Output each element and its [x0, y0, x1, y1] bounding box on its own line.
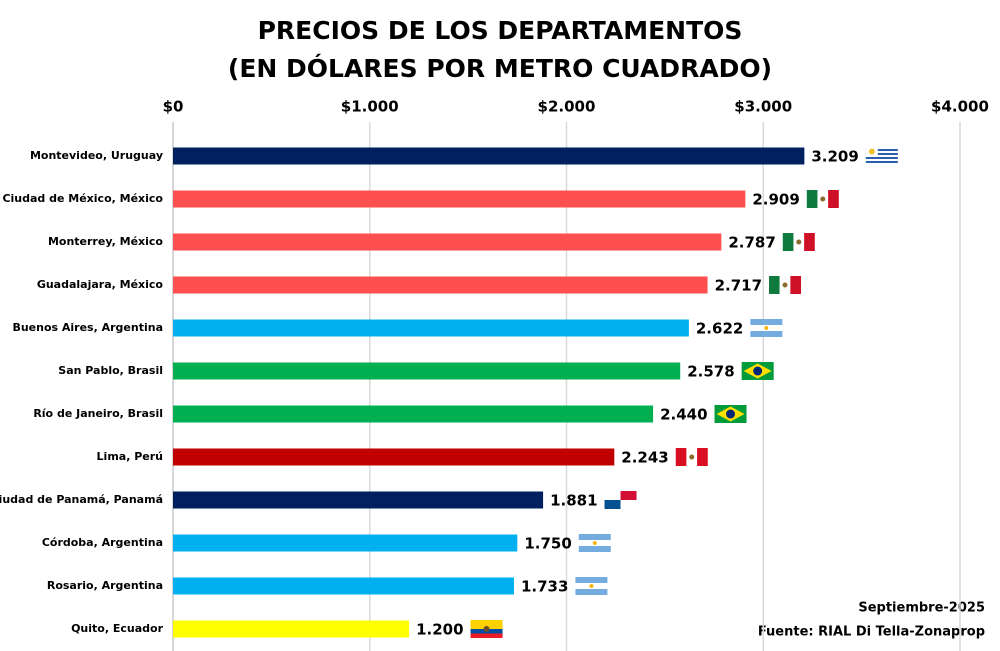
bar [173, 577, 514, 595]
bar [173, 448, 615, 466]
flag-icon [470, 620, 503, 638]
flag-icon [741, 362, 774, 380]
value-label: 2.787 [728, 234, 775, 252]
flag-part [689, 454, 695, 460]
y-tick-label: Río de Janeiro, Brasil [33, 407, 163, 420]
flag-icon [575, 577, 608, 595]
flag-part [483, 626, 490, 632]
flag-part [804, 233, 815, 251]
flag-part [790, 276, 802, 294]
flag-part [828, 190, 839, 208]
value-label: 2.909 [752, 191, 799, 209]
x-tick-label: $1.000 [341, 98, 399, 116]
flag-part [575, 589, 608, 595]
y-tick-label: Buenos Aires, Argentina [12, 321, 163, 334]
y-tick-label: Rosario, Argentina [47, 579, 163, 592]
flag-part [865, 149, 898, 151]
flag-icon [578, 534, 611, 552]
bar [173, 491, 544, 509]
flag-icon [714, 405, 747, 423]
flag-part [592, 541, 597, 545]
flag-part [750, 331, 783, 337]
flag-part [575, 577, 608, 583]
bar [173, 147, 805, 165]
date-note: Septiembre-2025 [858, 601, 985, 616]
flag-part [865, 157, 898, 159]
flag-icon [604, 491, 637, 509]
x-tick-label: $4.000 [931, 98, 989, 116]
flag-part [764, 326, 769, 330]
value-label: 1.750 [524, 535, 571, 553]
flag-icon [750, 319, 783, 337]
bar [173, 319, 689, 337]
flag-icon [769, 276, 802, 294]
y-tick-label: Ciudad de México, México [2, 192, 163, 205]
y-tick-label: Lima, Perú [97, 450, 163, 463]
bar [173, 190, 746, 208]
flag-part [578, 546, 611, 552]
flag-icon [806, 190, 839, 208]
flag-part [865, 161, 898, 163]
value-label: 1.200 [416, 621, 463, 639]
flag-part [589, 584, 594, 588]
y-tick-label: Montevideo, Uruguay [30, 149, 163, 162]
flag-part [782, 233, 794, 251]
flag-part [578, 534, 611, 540]
flag-part [806, 190, 818, 208]
bar [173, 620, 410, 638]
flag-part [796, 239, 802, 245]
flag-part [753, 366, 763, 376]
y-tick-label: Monterrey, México [48, 235, 163, 248]
flag-icon [675, 448, 708, 466]
value-label: 1.881 [550, 492, 597, 510]
flag-part [868, 148, 875, 155]
x-tick-label: $0 [163, 98, 184, 116]
flag-part [470, 620, 503, 629]
flag-part [675, 448, 687, 466]
flag-part [782, 282, 788, 288]
chart-title: (EN DÓLARES POR METRO CUADRADO) [228, 53, 772, 83]
y-tick-label: San Pablo, Brasil [58, 364, 163, 377]
flag-part [620, 491, 637, 500]
y-tick-label: Ciudad de Panamá, Panamá [0, 493, 163, 506]
bar [173, 405, 654, 423]
value-label: 2.622 [696, 320, 743, 338]
bar [173, 276, 708, 294]
flag-part [470, 633, 503, 638]
value-label: 2.440 [660, 406, 707, 424]
flag-part [865, 153, 898, 155]
flag-part [820, 196, 826, 202]
x-tick-label: $3.000 [734, 98, 792, 116]
y-tick-label: Quito, Ecuador [71, 622, 163, 635]
bar [173, 362, 681, 380]
y-tick-label: Córdoba, Argentina [42, 536, 163, 549]
flag-icon [865, 147, 898, 165]
flag-part [750, 319, 783, 325]
chart-title: PRECIOS DE LOS DEPARTAMENTOS [258, 16, 743, 45]
flag-part [697, 448, 708, 466]
value-label: 2.243 [621, 449, 668, 467]
value-label: 1.733 [521, 578, 568, 596]
y-tick-label: Guadalajara, México [37, 278, 164, 291]
flag-icon [782, 233, 815, 251]
source-note: Fuente: RIAL Di Tella-Zonaprop [758, 625, 985, 640]
flag-part [604, 500, 621, 509]
x-tick-label: $2.000 [538, 98, 596, 116]
bar [173, 534, 518, 552]
value-label: 3.209 [811, 148, 858, 166]
flag-part [726, 409, 736, 419]
value-label: 2.717 [715, 277, 762, 295]
value-label: 2.578 [687, 363, 734, 381]
flag-part [769, 276, 780, 294]
bar [173, 233, 722, 251]
